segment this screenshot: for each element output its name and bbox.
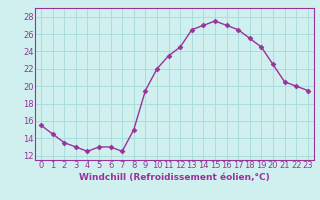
X-axis label: Windchill (Refroidissement éolien,°C): Windchill (Refroidissement éolien,°C) — [79, 173, 270, 182]
